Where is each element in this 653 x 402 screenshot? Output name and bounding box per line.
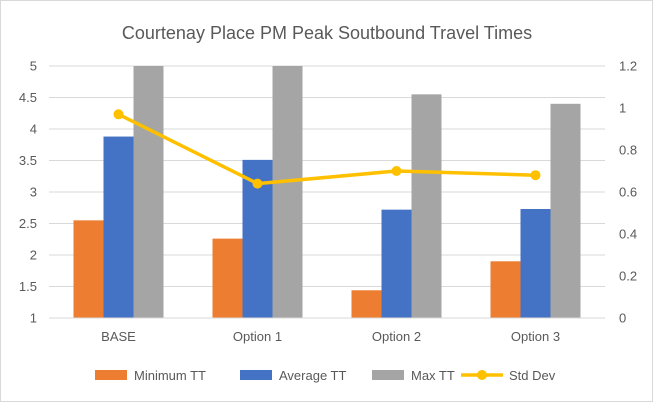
legend-label: Average TT (279, 368, 347, 383)
left-tick-label: 1.5 (19, 279, 37, 294)
bar-series (73, 66, 581, 318)
bar-max-tt (550, 103, 581, 318)
legend-label: Max TT (411, 368, 455, 383)
legend-swatch-max-tt (372, 370, 404, 380)
line-series (113, 109, 541, 189)
right-tick-label: 0.6 (619, 185, 637, 200)
bar-max-tt (133, 66, 164, 318)
bar-average-tt (520, 209, 551, 318)
bar-minimum-tt (351, 290, 382, 318)
point-std-dev (530, 170, 541, 181)
legend: Minimum TT Average TT Max TT Std Dev (95, 368, 556, 383)
category-label: BASE (101, 329, 136, 344)
left-tick-label: 4.5 (19, 90, 37, 105)
left-tick-label: 3.5 (19, 153, 37, 168)
left-tick-label: 4 (30, 122, 37, 137)
legend-label: Minimum TT (134, 368, 206, 383)
left-tick-label: 5 (30, 59, 37, 74)
legend-swatch-average-tt (240, 370, 272, 380)
bar-minimum-tt (212, 238, 243, 318)
right-tick-label: 0.2 (619, 269, 637, 284)
point-std-dev (391, 166, 402, 176)
legend-label: Std Dev (509, 368, 556, 383)
left-tick-label: 2 (30, 248, 37, 263)
right-tick-label: 1 (619, 101, 626, 116)
category-label: Option 2 (372, 329, 421, 344)
line-std-dev (117, 112, 536, 186)
point-std-dev (252, 178, 263, 189)
bar-max-tt (411, 94, 442, 318)
chart-title: Courtenay Place PM Peak Soutbound Travel… (122, 23, 532, 43)
legend-marker-std-dev (477, 370, 487, 380)
right-tick-label: 1.2 (619, 59, 637, 74)
bar-average-tt (103, 136, 134, 318)
bar-minimum-tt (73, 220, 104, 318)
category-label: Option 1 (233, 329, 282, 344)
bar-average-tt (381, 209, 412, 318)
legend-swatch-minimum-tt (95, 370, 127, 380)
left-tick-label: 1 (30, 311, 37, 326)
right-axis: 0 0.2 0.4 0.6 0.8 1 1.2 (619, 59, 637, 326)
left-tick-label: 2.5 (19, 216, 37, 231)
bar-max-tt (272, 66, 303, 318)
x-axis: BASE Option 1 Option 2 Option 3 (49, 317, 605, 344)
right-tick-label: 0.8 (619, 143, 637, 158)
left-axis: 1 1.5 2 2.5 3 3.5 4 4.5 5 (19, 59, 37, 326)
category-label: Option 3 (511, 329, 560, 344)
point-std-dev (113, 109, 124, 120)
bar-minimum-tt (490, 261, 521, 318)
left-tick-label: 3 (30, 185, 37, 200)
right-tick-label: 0.4 (619, 227, 637, 242)
right-tick-label: 0 (619, 311, 626, 326)
